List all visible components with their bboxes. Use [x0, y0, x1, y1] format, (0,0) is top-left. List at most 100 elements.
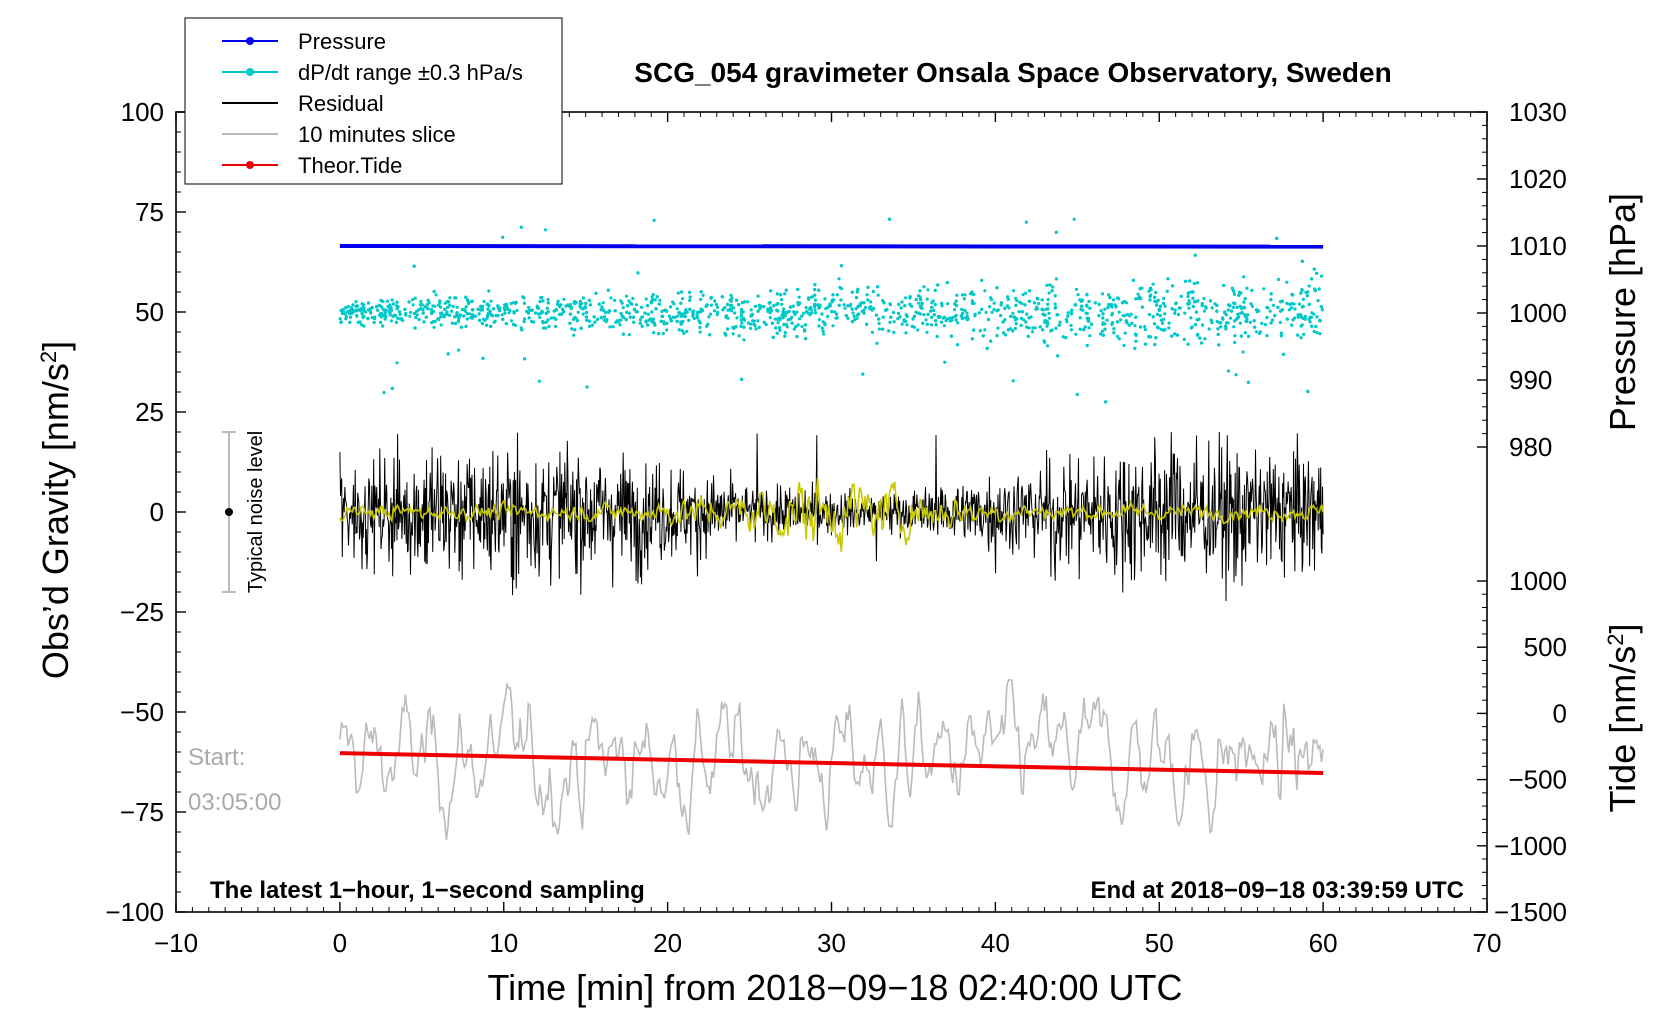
dpdt-point: [746, 321, 750, 325]
dpdt-point: [1099, 309, 1103, 313]
dpdt-point: [1013, 326, 1018, 331]
dpdt-point: [504, 322, 508, 326]
dpdt-point: [1134, 333, 1138, 337]
dpdt-point: [1088, 306, 1092, 310]
dpdt-point: [439, 311, 443, 315]
dpdt-point: [933, 288, 937, 292]
dpdt-point: [608, 325, 612, 329]
dpdt-point: [1147, 312, 1151, 317]
pressure-series: [339, 244, 1324, 249]
dpdt-point: [568, 321, 572, 325]
dpdt-point: [649, 300, 654, 304]
dpdt-point: [726, 308, 730, 312]
noise-level-indicator: Typical noise level: [222, 431, 267, 593]
dpdt-point: [431, 304, 435, 308]
dpdt-point: [1173, 311, 1177, 315]
dpdt-point: [954, 299, 958, 303]
dpdt-point: [1116, 296, 1120, 300]
chart-title: SCG_054 gravimeter Onsala Space Observat…: [634, 57, 1391, 88]
dpdt-point: [735, 298, 739, 302]
dpdt-point: [945, 281, 949, 285]
dpdt-point: [1293, 307, 1297, 311]
dpdt-point: [700, 308, 704, 313]
dpdt-point: [1072, 217, 1076, 221]
dpdt-point: [1233, 334, 1237, 338]
dpdt-point: [1179, 294, 1183, 298]
dpdt-point: [408, 314, 412, 318]
y-left-tick-label: −100: [105, 897, 164, 927]
dpdt-point: [599, 315, 604, 320]
dpdt-point: [682, 331, 686, 335]
dpdt-point: [925, 322, 929, 326]
dpdt-point: [733, 311, 737, 315]
dpdt-point: [1079, 307, 1083, 311]
dpdt-point: [1153, 295, 1157, 299]
legend-swatch-dot: [246, 68, 254, 76]
dpdt-point: [1103, 307, 1107, 311]
dpdt-point: [1162, 317, 1166, 321]
dpdt-point: [1216, 327, 1220, 331]
noise-level-label: Typical noise level: [245, 431, 267, 593]
dpdt-point: [1134, 339, 1138, 343]
dpdt-point: [640, 305, 644, 309]
dpdt-point: [390, 386, 394, 390]
dpdt-point: [665, 321, 669, 325]
dpdt-point: [876, 285, 880, 289]
dpdt-point: [626, 304, 630, 308]
legend-box: [184, 17, 563, 185]
dpdt-point: [430, 321, 434, 325]
dpdt-point: [613, 298, 617, 302]
slice-line: [339, 679, 1324, 841]
dpdt-point: [1085, 293, 1089, 297]
dpdt-point: [716, 305, 720, 309]
dpdt-point: [1223, 310, 1227, 314]
dpdt-point: [476, 307, 480, 311]
dpdt-point: [369, 311, 373, 315]
dpdt-point: [675, 307, 679, 311]
dpdt-point: [1143, 325, 1147, 329]
dpdt-point: [850, 307, 854, 311]
dpdt-point: [1119, 318, 1123, 322]
dpdt-point: [956, 321, 960, 325]
dpdt-point: [888, 320, 892, 324]
dpdt-point: [940, 304, 944, 308]
dpdt-point: [527, 316, 531, 320]
dpdt-point: [1162, 296, 1166, 300]
dpdt-point: [892, 320, 896, 324]
dpdt-point: [638, 318, 643, 322]
dpdt-point: [1317, 287, 1321, 291]
dpdt-point: [1112, 331, 1116, 335]
dpdt-point: [629, 301, 633, 305]
dpdt-point: [1237, 293, 1241, 297]
dpdt-point: [568, 312, 573, 316]
dpdt-point: [483, 318, 487, 322]
dpdt-point: [953, 302, 957, 306]
dpdt-point: [421, 311, 425, 315]
dpdt-point: [450, 321, 454, 325]
dpdt-point: [415, 313, 419, 317]
dpdt-point: [1232, 292, 1236, 296]
dpdt-point: [866, 285, 870, 289]
dpdt-point: [688, 295, 692, 299]
dpdt-point: [749, 308, 753, 312]
pressure-tick-label: 1020: [1509, 164, 1567, 194]
dpdt-point: [775, 317, 780, 321]
dpdt-point: [522, 301, 527, 305]
dpdt-point: [900, 300, 904, 304]
dpdt-point: [481, 305, 485, 309]
dpdt-point: [1155, 303, 1159, 307]
dpdt-point: [348, 320, 352, 324]
legend-label: Pressure: [298, 29, 386, 54]
dpdt-point: [1197, 317, 1201, 321]
dpdt-point: [785, 325, 789, 329]
dpdt-point: [965, 318, 969, 322]
dpdt-point: [1299, 291, 1303, 295]
dpdt-point: [855, 313, 860, 317]
dpdt-point: [1303, 314, 1307, 319]
dpdt-point: [1025, 325, 1029, 329]
dpdt-point: [438, 301, 442, 305]
dpdt-point: [869, 305, 873, 309]
dpdt-point: [749, 326, 753, 330]
dpdt-point: [632, 320, 636, 324]
dpdt-point: [509, 319, 514, 323]
